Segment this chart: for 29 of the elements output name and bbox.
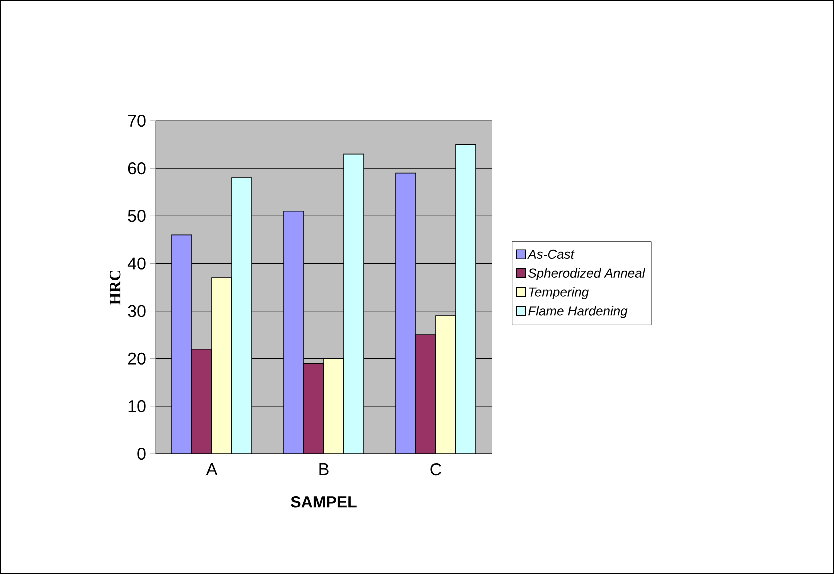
legend-label: Tempering [529,287,589,300]
bar [232,178,252,454]
y-axis-title: HRC [110,270,121,306]
y-tick-label: 10 [128,400,146,412]
bar [192,348,212,454]
y-tick-label: 50 [128,210,146,222]
y-tick-label: 0 [138,448,146,460]
y-tick-label: 60 [128,162,146,175]
bar [416,334,436,454]
y-tick-label: 70 [128,114,146,128]
bar [324,358,344,454]
legend-label: Flame Hardening [528,306,628,318]
x-axis-title: SAMPEL [291,496,357,508]
y-tick-label: 30 [128,305,146,318]
legend-label: As-Cast [528,250,575,260]
bar [304,363,324,454]
bar [456,144,476,454]
y-tick-label: 40 [128,258,146,270]
legend-label: Spherodized Anneal [528,268,646,281]
bar [344,154,364,454]
x-tick-label: B [320,464,329,476]
bar [396,172,416,454]
bar [436,316,456,454]
bar [172,234,192,454]
x-tick-label: A [206,464,218,476]
bar [212,278,232,454]
y-tick-label: 20 [128,352,146,365]
bar [284,210,304,454]
x-tick-label: C [430,464,442,476]
